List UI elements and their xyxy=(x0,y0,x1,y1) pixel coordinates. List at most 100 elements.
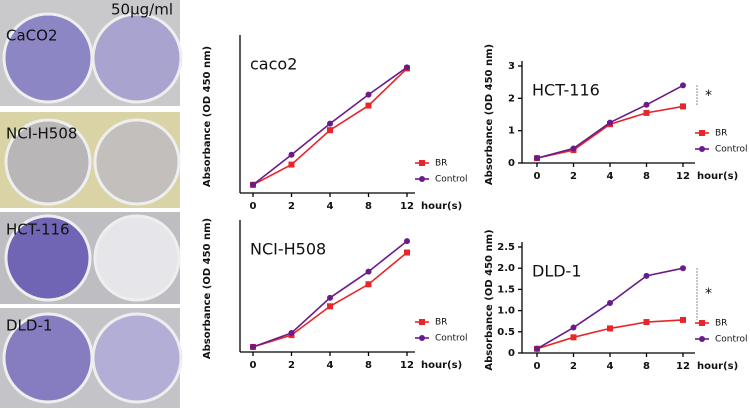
annotation: * xyxy=(705,286,712,302)
marker xyxy=(570,334,577,341)
series-line xyxy=(536,319,684,350)
well xyxy=(4,214,92,302)
x-tick-label: 4 xyxy=(607,171,614,182)
marker xyxy=(680,265,686,272)
annotation: * xyxy=(705,88,712,104)
marker xyxy=(643,272,650,279)
x-tick-label: 2 xyxy=(570,171,577,182)
marker xyxy=(680,82,686,89)
y-tick-label: 2 xyxy=(508,93,515,104)
x-tick-label: 8 xyxy=(643,361,650,372)
marker xyxy=(643,319,650,326)
marker xyxy=(404,249,410,256)
x-tick-label: 12 xyxy=(400,201,414,212)
marker xyxy=(607,325,613,332)
marker xyxy=(643,101,650,108)
legend-marker xyxy=(419,160,425,166)
chart-title: HCT-116 xyxy=(532,81,600,100)
marker xyxy=(327,127,333,134)
y-tick-label: 0 xyxy=(508,348,515,359)
x-tick-label: 4 xyxy=(607,361,614,372)
legend-marker xyxy=(699,336,705,342)
marker xyxy=(607,119,613,126)
y-tick-label: 0.5 xyxy=(497,327,515,338)
x-axis-label: hour(s) xyxy=(697,361,738,372)
well xyxy=(93,118,181,206)
marker xyxy=(570,145,577,152)
legend-label: Control xyxy=(715,335,748,345)
marker xyxy=(327,294,333,301)
well xyxy=(91,312,183,404)
legend-marker xyxy=(419,335,425,341)
marker xyxy=(607,299,613,306)
marker xyxy=(680,103,686,110)
dose-label: 50μg/ml xyxy=(111,1,173,19)
x-tick-label: 2 xyxy=(570,361,577,372)
marker xyxy=(288,329,295,336)
legend-marker xyxy=(419,319,425,325)
cell-line-label: DLD-1 xyxy=(6,317,52,335)
x-tick-label: 12 xyxy=(400,360,414,371)
x-tick-label: 0 xyxy=(250,201,257,212)
chart-title: caco2 xyxy=(250,55,297,74)
x-tick-label: 12 xyxy=(676,361,690,372)
y-tick-label: 2.0 xyxy=(497,263,515,274)
x-tick-label: 0 xyxy=(534,171,541,182)
x-axis-label: hour(s) xyxy=(421,360,462,371)
x-tick-label: 8 xyxy=(643,171,650,182)
well xyxy=(91,12,183,104)
marker xyxy=(365,91,372,98)
x-tick-label: 4 xyxy=(327,201,334,212)
marker xyxy=(250,181,256,188)
marker xyxy=(365,281,372,288)
y-tick-label: 1 xyxy=(508,126,515,137)
chart-title: NCI-H508 xyxy=(250,240,326,259)
cell-line-label: HCT-116 xyxy=(6,221,70,239)
legend-label: BR xyxy=(715,319,727,329)
marker xyxy=(327,120,333,127)
legend-marker xyxy=(699,130,705,136)
legend-label: Control xyxy=(715,145,748,155)
series-line xyxy=(536,105,684,159)
marker xyxy=(534,345,540,352)
cell-line-label: CaCO2 xyxy=(6,27,58,45)
y-axis-label: Absorbance (OD 450 nm) xyxy=(484,229,495,370)
legend-label: BR xyxy=(435,318,447,328)
photo-panel: 50μg/ml CaCO2 NCI-H508 HCT-116 DLD-1 xyxy=(0,0,183,408)
x-axis-label: hour(s) xyxy=(421,201,462,212)
legend-marker xyxy=(419,176,425,182)
legend-marker xyxy=(699,320,705,326)
marker xyxy=(365,268,372,275)
y-tick-label: 2.5 xyxy=(497,242,515,253)
legend-marker xyxy=(699,146,705,152)
y-axis-label: Absorbance (OD 450 nm) xyxy=(484,44,495,185)
x-axis-label: hour(s) xyxy=(697,171,738,182)
marker xyxy=(404,238,410,245)
x-tick-label: 0 xyxy=(534,361,541,372)
marker xyxy=(288,151,295,158)
y-tick-label: 1.5 xyxy=(497,284,515,295)
legend-label: BR xyxy=(435,159,447,169)
well xyxy=(4,118,92,206)
legend-label: BR xyxy=(715,129,727,139)
x-tick-label: 0 xyxy=(250,360,257,371)
marker xyxy=(680,316,686,323)
marker xyxy=(643,109,650,116)
x-tick-label: 8 xyxy=(365,201,372,212)
marker xyxy=(327,303,333,310)
y-axis-label: Absorbance (OD 450 nm) xyxy=(202,46,213,187)
x-tick-label: 2 xyxy=(288,201,295,212)
y-axis-label: Absorbance (OD 450 nm) xyxy=(202,218,213,359)
y-tick-label: 0 xyxy=(508,158,515,169)
marker xyxy=(570,324,577,331)
marker xyxy=(365,102,372,109)
cell-line-label: NCI-H508 xyxy=(6,125,77,143)
marker xyxy=(404,64,410,71)
x-tick-label: 12 xyxy=(676,171,690,182)
x-tick-label: 4 xyxy=(327,360,334,371)
x-tick-label: 2 xyxy=(288,360,295,371)
marker xyxy=(250,343,256,350)
y-tick-label: 3 xyxy=(508,61,515,72)
marker xyxy=(288,161,295,168)
